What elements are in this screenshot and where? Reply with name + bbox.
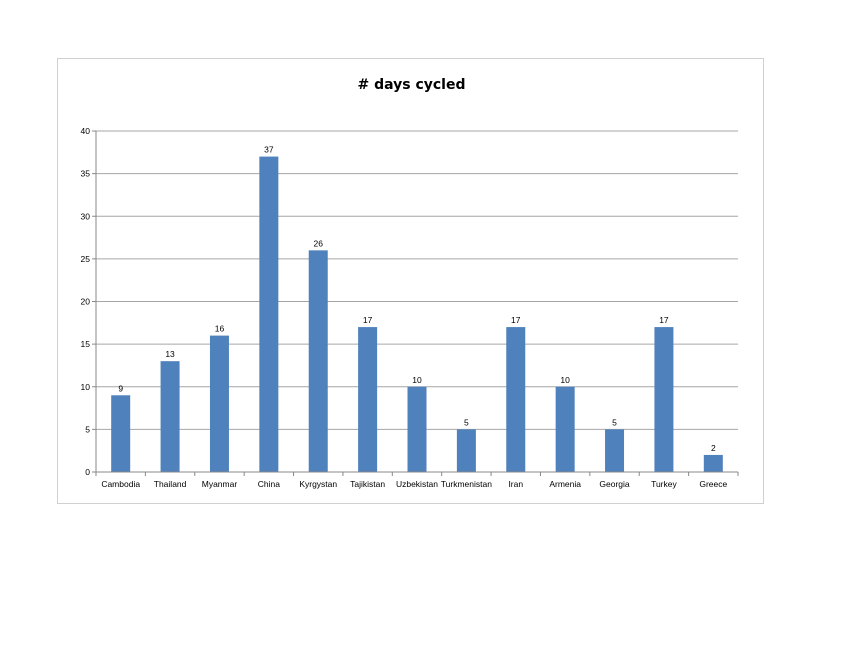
- x-tick-label: Armenia: [549, 479, 581, 489]
- chart-title: # days cycled: [357, 77, 466, 93]
- x-tick-label: Georgia: [599, 479, 630, 489]
- x-tick-label: Turkey: [651, 479, 677, 489]
- data-label: 9: [118, 383, 123, 393]
- bar: [111, 395, 131, 472]
- data-label: 13: [165, 349, 175, 359]
- x-tick-label: China: [258, 479, 280, 489]
- bars: 9 13 16 37 26 17 10 5 17 10 5 17 2: [111, 145, 723, 472]
- x-tick-label: Iran: [508, 479, 523, 489]
- x-tick-label: Myanmar: [202, 479, 238, 489]
- data-label: 26: [313, 238, 323, 248]
- bar: [407, 386, 427, 472]
- data-label: 5: [612, 417, 617, 427]
- y-tick-label: 35: [81, 169, 91, 179]
- y-tick-label: 40: [81, 126, 91, 136]
- x-tick-label: Greece: [699, 479, 727, 489]
- bar: [209, 335, 229, 472]
- x-tick-label: Turkmenistan: [441, 479, 492, 489]
- bar: [654, 327, 674, 472]
- x-tick-label: Cambodia: [101, 479, 140, 489]
- data-label: 10: [412, 375, 422, 385]
- bar: [456, 429, 476, 472]
- y-tick-label: 20: [81, 297, 91, 307]
- data-label: 16: [215, 324, 225, 334]
- data-label: 10: [560, 375, 570, 385]
- bar: [160, 361, 180, 472]
- y-tick-label: 30: [81, 211, 91, 221]
- y-tick-label: 0: [85, 467, 90, 477]
- chart-container: # days cycled 0 5 10 15 20 25 30 35 40 9 13 16 37 26…: [57, 58, 764, 504]
- y-tick-label: 10: [81, 382, 91, 392]
- data-label: 17: [511, 315, 521, 325]
- x-tick-label: Thailand: [154, 479, 187, 489]
- x-tick-label: Tajikistan: [350, 479, 385, 489]
- y-axis: 0 5 10 15 20 25 30 35 40: [81, 126, 97, 477]
- bar: [259, 156, 279, 472]
- data-label: 37: [264, 145, 274, 155]
- bar: [308, 250, 328, 472]
- x-tick-label: Uzbekistan: [396, 479, 438, 489]
- data-label: 5: [464, 417, 469, 427]
- bar: [506, 327, 526, 472]
- bar: [605, 429, 625, 472]
- data-label: 2: [711, 443, 716, 453]
- y-tick-label: 25: [81, 254, 91, 264]
- x-tick-label: Kyrgystan: [299, 479, 337, 489]
- x-axis: Cambodia Thailand Myanmar China Kyrgystan Taj…: [95, 471, 739, 489]
- bar: [358, 327, 378, 472]
- data-label: 17: [363, 315, 373, 325]
- data-label: 17: [659, 315, 669, 325]
- bar: [555, 386, 575, 472]
- y-tick-label: 5: [85, 424, 90, 434]
- bar: [703, 454, 723, 472]
- y-tick-label: 15: [81, 339, 91, 349]
